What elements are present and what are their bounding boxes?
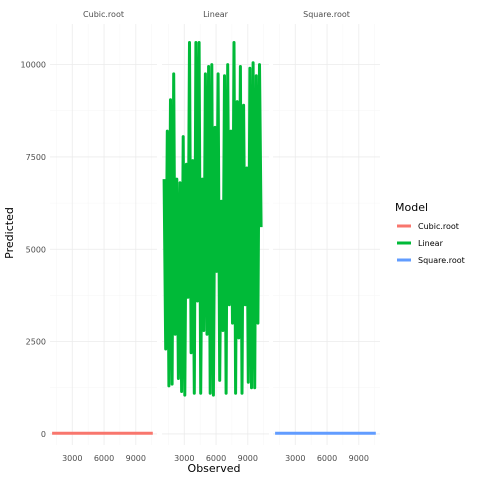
facet-panel-square-root: Square.root 3000 6000 9000	[273, 10, 380, 463]
facet-strip-label: Square.root	[303, 10, 350, 19]
facet-panels: Cubic.root 3000 6000 9000 Linear 3000 6000 9000…	[50, 10, 380, 463]
x-tick-label: 3000	[62, 454, 82, 463]
x-tick-label: 6000	[317, 454, 337, 463]
facet-panel-linear: Linear 3000 6000 9000	[162, 10, 269, 463]
legend-items: Cubic.root Linear Square.root	[397, 222, 465, 265]
x-tick-label: 6000	[94, 454, 114, 463]
x-tick-label: 9000	[349, 454, 369, 463]
y-tick-label: 10000	[21, 61, 46, 70]
y-axis-title: Predicted	[3, 207, 16, 259]
y-tick-label: 2500	[26, 338, 46, 347]
y-tick-label: 5000	[26, 245, 46, 254]
legend-label: Cubic.root	[418, 222, 459, 231]
y-tick-label: 0	[41, 430, 46, 439]
legend-label: Square.root	[418, 256, 465, 265]
x-tick-label: 9000	[126, 454, 146, 463]
x-axis-title: Observed	[188, 462, 241, 475]
x-tick-label: 9000	[238, 454, 258, 463]
y-axis: 0 2500 5000 7500 10000	[21, 61, 46, 439]
series-line-linear	[162, 41, 263, 397]
legend-title: Model	[395, 201, 428, 214]
legend: Model Cubic.root Linear Square.root	[395, 201, 465, 265]
legend-label: Linear	[418, 239, 444, 248]
x-tick-label: 6000	[206, 454, 226, 463]
x-tick-label: 3000	[285, 454, 305, 463]
facet-strip-label: Cubic.root	[83, 10, 124, 19]
x-tick-label: 3000	[174, 454, 194, 463]
facet-panel-cubic-root: Cubic.root 3000 6000 9000	[50, 10, 157, 463]
facet-strip-label: Linear	[203, 10, 229, 19]
y-tick-label: 7500	[26, 153, 46, 162]
